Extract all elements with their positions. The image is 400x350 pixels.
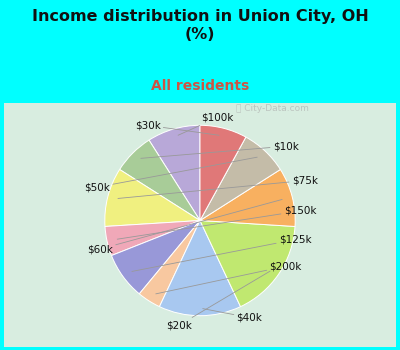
Text: $200k: $200k xyxy=(156,261,302,294)
Text: $40k: $40k xyxy=(203,309,262,323)
Text: $75k: $75k xyxy=(118,175,318,198)
Wedge shape xyxy=(200,125,246,220)
Wedge shape xyxy=(105,220,200,256)
Text: $150k: $150k xyxy=(117,206,316,239)
Wedge shape xyxy=(120,140,200,220)
Wedge shape xyxy=(200,169,295,226)
Text: $10k: $10k xyxy=(141,141,299,158)
Wedge shape xyxy=(112,220,200,294)
Text: ⓘ City-Data.com: ⓘ City-Data.com xyxy=(236,104,309,113)
Wedge shape xyxy=(105,169,200,226)
Text: $100k: $100k xyxy=(178,113,233,135)
Wedge shape xyxy=(149,125,200,220)
Wedge shape xyxy=(200,220,295,307)
Text: $125k: $125k xyxy=(132,234,312,272)
Wedge shape xyxy=(160,220,240,316)
Text: $20k: $20k xyxy=(166,271,270,330)
Text: Income distribution in Union City, OH
(%): Income distribution in Union City, OH (%… xyxy=(32,9,368,42)
Text: $50k: $50k xyxy=(84,157,257,192)
FancyBboxPatch shape xyxy=(4,103,396,348)
Text: $30k: $30k xyxy=(135,120,219,135)
Text: All residents: All residents xyxy=(151,79,249,93)
Wedge shape xyxy=(139,220,200,307)
Text: $60k: $60k xyxy=(87,199,282,254)
Wedge shape xyxy=(200,137,280,220)
